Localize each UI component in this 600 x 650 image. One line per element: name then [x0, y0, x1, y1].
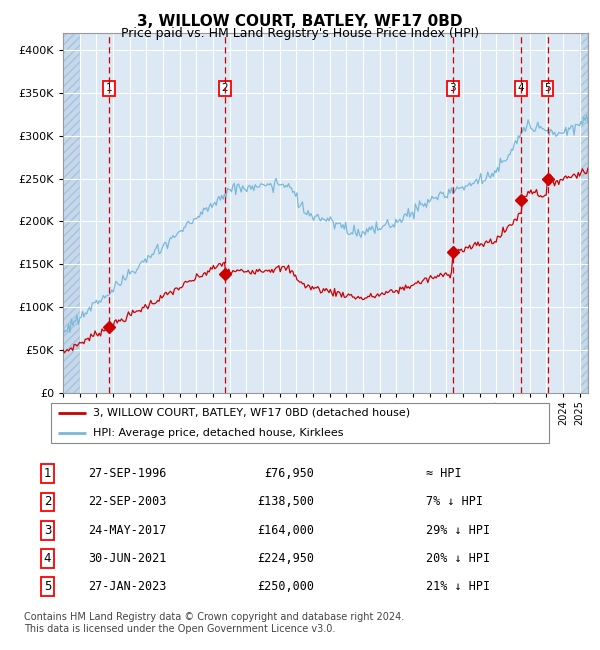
- Text: 3: 3: [44, 523, 51, 536]
- Text: £250,000: £250,000: [257, 580, 314, 593]
- Text: HPI: Average price, detached house, Kirklees: HPI: Average price, detached house, Kirk…: [94, 428, 344, 438]
- Text: 4: 4: [44, 552, 51, 565]
- Text: £76,950: £76,950: [264, 467, 314, 480]
- Text: 24-MAY-2017: 24-MAY-2017: [88, 523, 167, 536]
- Text: 1: 1: [106, 83, 112, 94]
- Text: £164,000: £164,000: [257, 523, 314, 536]
- Text: 27-SEP-1996: 27-SEP-1996: [88, 467, 167, 480]
- Text: 3, WILLOW COURT, BATLEY, WF17 0BD (detached house): 3, WILLOW COURT, BATLEY, WF17 0BD (detac…: [94, 408, 410, 418]
- FancyBboxPatch shape: [50, 403, 550, 443]
- Text: 30-JUN-2021: 30-JUN-2021: [88, 552, 167, 565]
- Text: ≈ HPI: ≈ HPI: [426, 467, 461, 480]
- Text: 27-JAN-2023: 27-JAN-2023: [88, 580, 167, 593]
- Text: £138,500: £138,500: [257, 495, 314, 508]
- Text: 4: 4: [518, 83, 524, 94]
- Text: 3, WILLOW COURT, BATLEY, WF17 0BD: 3, WILLOW COURT, BATLEY, WF17 0BD: [137, 14, 463, 29]
- Text: 29% ↓ HPI: 29% ↓ HPI: [426, 523, 490, 536]
- Text: Contains HM Land Registry data © Crown copyright and database right 2024.
This d: Contains HM Land Registry data © Crown c…: [24, 612, 404, 634]
- Text: 20% ↓ HPI: 20% ↓ HPI: [426, 552, 490, 565]
- Text: 2: 2: [44, 495, 51, 508]
- Text: Price paid vs. HM Land Registry's House Price Index (HPI): Price paid vs. HM Land Registry's House …: [121, 27, 479, 40]
- Text: 22-SEP-2003: 22-SEP-2003: [88, 495, 167, 508]
- Text: 21% ↓ HPI: 21% ↓ HPI: [426, 580, 490, 593]
- Bar: [580, 32, 588, 393]
- Bar: [63, 32, 80, 393]
- Text: 7% ↓ HPI: 7% ↓ HPI: [426, 495, 483, 508]
- Text: 2: 2: [221, 83, 229, 94]
- Text: 1: 1: [44, 467, 51, 480]
- Text: 3: 3: [449, 83, 456, 94]
- Text: £224,950: £224,950: [257, 552, 314, 565]
- Text: 5: 5: [44, 580, 51, 593]
- Text: 5: 5: [544, 83, 551, 94]
